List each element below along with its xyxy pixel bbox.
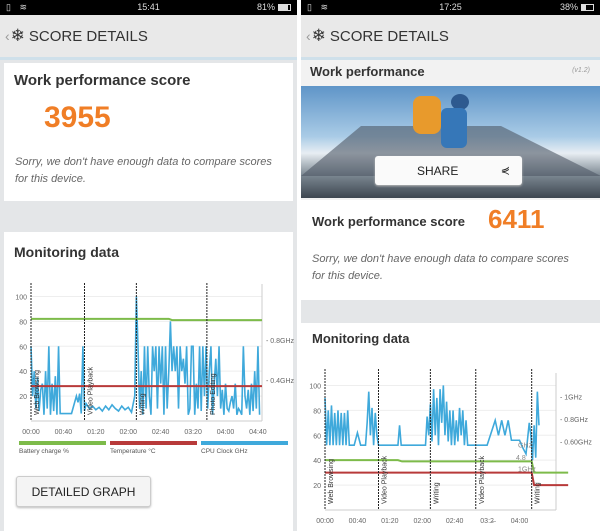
right-screen: ▯ ≋ 17:25 38% ‹ ❄ SCORE DETAILS Work per… xyxy=(301,0,600,531)
clock: 15:41 xyxy=(137,2,160,12)
legend-swatch-cpu xyxy=(201,441,288,445)
y-tick-label: 60 xyxy=(19,344,27,351)
monitoring-chart: 100 80 60 40 20 00:00 00:40 01:20 02:00 02:40 03:2… xyxy=(15,282,295,455)
no-data-message: Sorry, we don't have enough data to comp… xyxy=(312,253,569,282)
temperature-series-line xyxy=(325,471,569,487)
monitoring-card: Monitoring data 100 80 60 40 20 00:00 00:40 01:… xyxy=(301,323,600,531)
y-tick-label: 20 xyxy=(313,483,321,490)
battery-series-line xyxy=(31,317,262,322)
right-tick-label: - 0.8GHz xyxy=(560,417,589,424)
clock: 17:25 xyxy=(439,2,462,12)
x-tick-label: 03:20 xyxy=(184,429,202,436)
page-title: SCORE DETAILS xyxy=(329,27,449,45)
score-value: 6411 xyxy=(488,204,545,234)
y-tick-label: 80 xyxy=(19,319,27,326)
page-title: SCORE DETAILS xyxy=(28,27,148,45)
x-tick-label: 02:00 xyxy=(413,518,431,525)
x-tick-label: 02:40 xyxy=(446,518,464,525)
battery-percent: 38% xyxy=(559,2,578,12)
no-data-message: Sorry, we don't have enough data to comp… xyxy=(15,156,272,185)
score-card: Work performance score 3955 Sorry, we do… xyxy=(4,63,293,201)
battery-percent: 81% xyxy=(256,2,275,12)
y-tick-label: 80 xyxy=(313,408,321,415)
event-marker-label: Video Playback xyxy=(479,455,486,504)
hiker-backpack xyxy=(413,96,441,134)
x-tick-label: 00:40 xyxy=(55,429,73,436)
score-row: Work performance score 6411 Sorry, we do… xyxy=(301,200,600,300)
event-marker-label: Web Browsing xyxy=(328,459,335,504)
status-bar: ▯ ≋ 15:41 81% xyxy=(0,0,297,15)
x-tick-label: 00:00 xyxy=(316,518,334,525)
x-tick-label: 03:2̶ xyxy=(480,518,497,525)
hero-image: SHARE ⋞ xyxy=(301,86,600,198)
right-tick-label: - 0.4GHz xyxy=(266,378,295,385)
x-tick-label: 00:40 xyxy=(349,518,367,525)
event-marker-label: Writing xyxy=(535,482,542,504)
battery-icon xyxy=(278,4,291,12)
version-label: (v1.2) xyxy=(572,67,590,74)
x-tick-label: 00:00 xyxy=(22,429,40,436)
detailed-graph-button[interactable]: DETAILED GRAPH xyxy=(16,476,151,507)
signal-wifi-icon: ▯ ≋ xyxy=(307,2,331,12)
share-button[interactable]: SHARE ⋞ xyxy=(375,156,522,185)
work-performance-card: Work performance (v1.2) SHARE ⋞ xyxy=(301,60,600,200)
status-bar: ▯ ≋ 17:25 38% xyxy=(301,0,600,15)
event-marker-label: Video Playback xyxy=(87,366,94,415)
score-title: Work performance score xyxy=(14,72,191,89)
event-marker-label: Writing xyxy=(139,393,146,415)
legend-label-battery: Battery charge % xyxy=(19,448,69,455)
monitoring-chart: 100 80 60 40 20 00:00 00:40 01:20 02:00 02:40 03:2… xyxy=(309,369,592,525)
y-tick-label: 60 xyxy=(313,433,321,440)
battery-series-line xyxy=(325,459,569,474)
x-tick-label: 01:20 xyxy=(381,518,399,525)
work-title: Work performance xyxy=(310,64,425,79)
legend-swatch-temperature xyxy=(110,441,197,445)
x-tick-label: 01:20 xyxy=(87,429,105,436)
share-icon: ⋞ xyxy=(500,165,510,177)
x-tick-label: 02:00 xyxy=(119,429,137,436)
cpu-series-line xyxy=(324,385,540,461)
right-tick-label: - 1GHz xyxy=(560,395,583,402)
app-header: ‹ ❄ SCORE DETAILS xyxy=(301,15,600,60)
monitoring-title: Monitoring data xyxy=(312,331,410,346)
right-tick-label: - 0.8GHz xyxy=(266,338,295,345)
event-marker-label: Writing xyxy=(433,482,440,504)
score-label: Work performance score xyxy=(312,214,465,229)
y-tick-label: 100 xyxy=(309,383,321,390)
event-marker-label: Web Browsing xyxy=(34,370,41,415)
y-tick-label: 40 xyxy=(19,369,27,376)
y-tick-label: 20 xyxy=(19,394,27,401)
snowflake-logo-icon: ❄ xyxy=(311,26,326,45)
app-header: ‹ ❄ SCORE DETAILS xyxy=(0,15,297,60)
chart-annotation: GHz xyxy=(518,443,533,450)
back-chevron-icon[interactable]: ‹ xyxy=(306,28,311,44)
x-tick-label: 04:00 xyxy=(217,429,235,436)
battery-icon xyxy=(581,4,594,12)
event-marker-label: Video Playback xyxy=(381,455,388,504)
legend-label-cpu: CPU Clock GHz xyxy=(201,448,248,455)
chart-annotation: 4.8 xyxy=(516,455,526,462)
back-chevron-icon[interactable]: ‹ xyxy=(5,28,10,44)
y-tick-label: 100 xyxy=(15,294,27,301)
battery-indicator: 81% xyxy=(257,2,291,12)
x-tick-label: 04:00 xyxy=(511,518,529,525)
event-marker-label: Photo Editing xyxy=(210,373,217,415)
score-value: 3955 xyxy=(44,101,111,134)
monitoring-title: Monitoring data xyxy=(14,244,119,260)
monitoring-card: Monitoring data 100 80 60 40 20 00:00 00:40 01:… xyxy=(4,232,295,531)
share-label: SHARE xyxy=(417,163,459,178)
right-tick-label: - 0.60GHz xyxy=(560,440,592,447)
x-tick-label: 02:40 xyxy=(152,429,170,436)
cpu-series-line xyxy=(30,296,261,416)
snowflake-logo-icon: ❄ xyxy=(10,26,25,45)
signal-wifi-icon: ▯ ≋ xyxy=(6,2,30,12)
chart-annotation: 1GHz xyxy=(518,466,536,473)
battery-indicator: 38% xyxy=(560,2,594,12)
legend-label-temperature: Temperature °C xyxy=(110,447,156,455)
left-screen: ▯ ≋ 15:41 81% ‹ ❄ SCORE DETAILS Work per… xyxy=(0,0,297,531)
x-tick-label: 04:40 xyxy=(249,429,267,436)
legend-swatch-battery xyxy=(19,441,106,445)
y-tick-label: 40 xyxy=(313,458,321,465)
